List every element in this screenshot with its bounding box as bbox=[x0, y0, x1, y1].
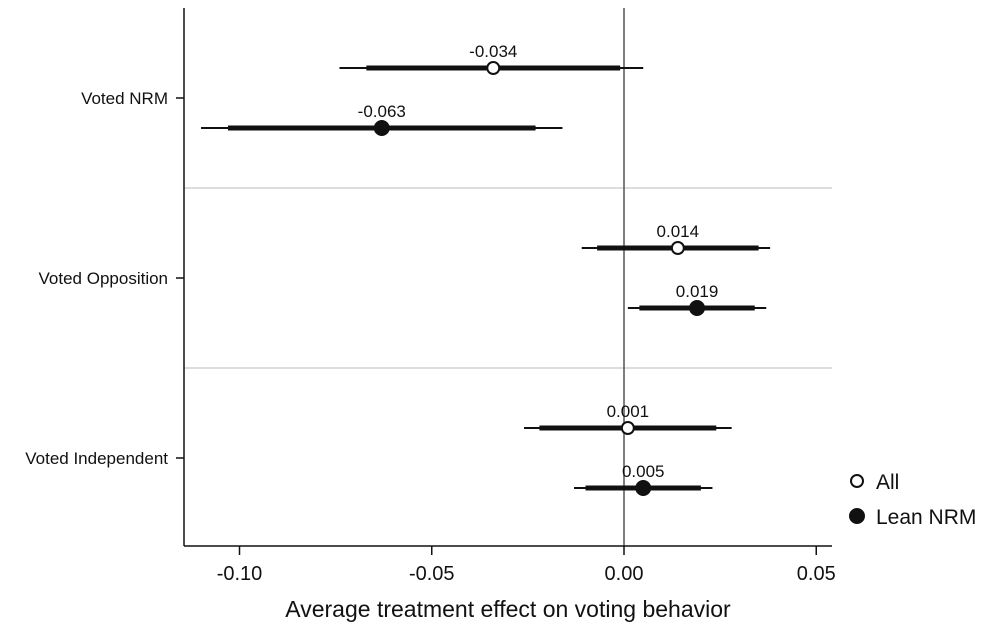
legend-marker bbox=[850, 474, 864, 488]
y-tick-label: Voted NRM bbox=[81, 89, 168, 108]
point-estimate bbox=[670, 241, 685, 255]
data-label: -0.063 bbox=[358, 102, 406, 121]
y-tick-label: Voted Opposition bbox=[39, 269, 168, 288]
y-axis-ticks: Voted NRM Voted Opposition Voted Independe… bbox=[25, 89, 184, 468]
data-label: 0.014 bbox=[657, 222, 700, 241]
data-label: -0.034 bbox=[469, 42, 517, 61]
point-estimate bbox=[486, 61, 501, 75]
category-separators bbox=[184, 187, 832, 369]
point-estimate bbox=[373, 120, 390, 136]
x-axis-label: Average treatment effect on voting behav… bbox=[285, 596, 731, 622]
x-tick-label: -0.10 bbox=[217, 563, 263, 585]
legend-marker bbox=[849, 508, 865, 524]
point-estimate bbox=[620, 421, 635, 435]
legend-label: Lean NRM bbox=[876, 506, 976, 529]
data-label: 0.019 bbox=[676, 282, 719, 301]
x-tick-label: 0.05 bbox=[797, 563, 836, 585]
point-estimate bbox=[635, 480, 652, 496]
data-label: 0.001 bbox=[607, 402, 650, 421]
x-axis-ticks: -0.10 -0.05 0.00 0.05 bbox=[217, 546, 836, 585]
point-estimate bbox=[689, 300, 706, 316]
x-tick-label: -0.05 bbox=[409, 563, 455, 585]
data-label: 0.005 bbox=[622, 462, 665, 481]
legend-label: All bbox=[876, 471, 899, 494]
plot-marks: -0.034 0.014 0.001 -0.063 0.019 0.005 bbox=[201, 42, 771, 496]
x-tick-label: 0.00 bbox=[605, 563, 644, 585]
legend: All Lean NRM bbox=[849, 471, 976, 529]
y-tick-label: Voted Independent bbox=[25, 449, 168, 468]
